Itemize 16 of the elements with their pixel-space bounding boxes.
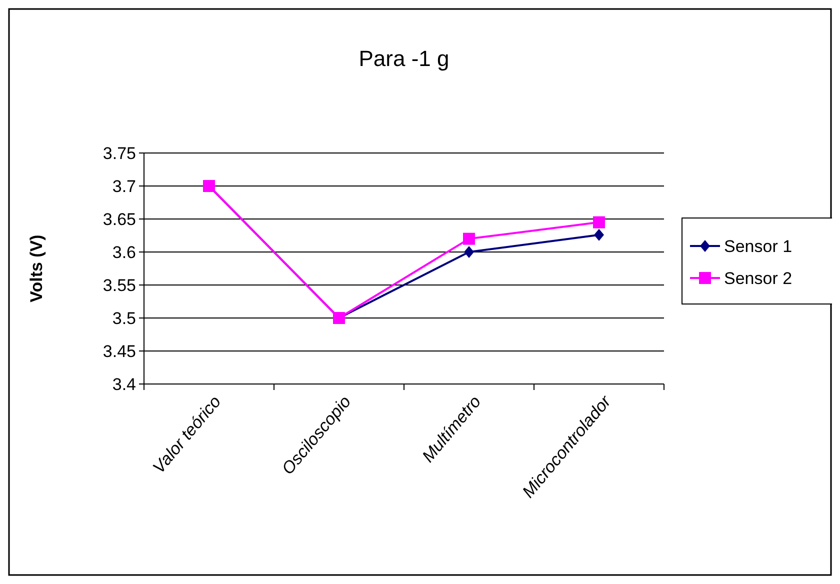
y-tick-label: 3.7 bbox=[112, 176, 136, 196]
y-tick-label: 3.65 bbox=[102, 210, 136, 229]
y-tick-label: 3.45 bbox=[102, 342, 136, 361]
legend-label: Sensor 1 bbox=[724, 236, 792, 256]
point bbox=[463, 232, 475, 245]
point bbox=[464, 246, 474, 258]
y-tick-label: 3.75 bbox=[102, 144, 136, 163]
point bbox=[594, 228, 604, 241]
y-tick-label: 3.5 bbox=[112, 308, 136, 328]
legend-label: Sensor 2 bbox=[724, 268, 792, 288]
y-tick-label: 3.55 bbox=[102, 276, 136, 295]
y-tick-label: 3.4 bbox=[112, 374, 136, 394]
chart-title: Para -1 g bbox=[358, 46, 450, 71]
point bbox=[593, 216, 605, 228]
y-axis-title: Volts (V) bbox=[27, 234, 46, 302]
y-tick-label: 3.6 bbox=[112, 242, 136, 262]
